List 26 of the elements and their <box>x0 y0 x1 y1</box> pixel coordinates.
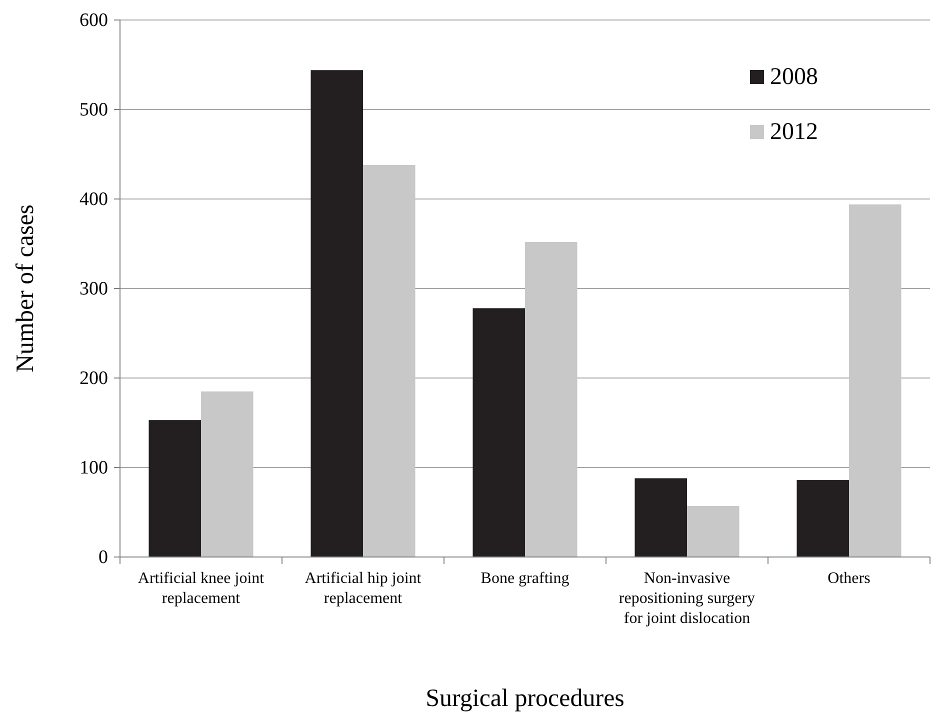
x-tick-label: Bone grafting <box>480 570 570 587</box>
bar <box>796 480 849 557</box>
bar <box>687 506 740 557</box>
x-axis-title: Surgical procedures <box>426 685 624 712</box>
y-axis-title: Number of cases <box>12 204 39 372</box>
x-tick-label: Others <box>828 570 870 587</box>
bar <box>363 164 416 557</box>
bar <box>148 420 201 557</box>
y-tick-label: 600 <box>80 10 108 32</box>
y-tick-label: 300 <box>80 278 108 300</box>
bar <box>310 70 363 557</box>
y-tick-label: 400 <box>80 189 108 210</box>
y-tick-label: 200 <box>80 368 108 390</box>
x-tick-label: Artificial knee joint replacement <box>138 570 265 607</box>
y-tick-label: 100 <box>80 458 108 479</box>
bar <box>634 478 687 557</box>
legend-label: 2008 <box>770 64 818 90</box>
y-tick-label: 0 <box>98 547 108 568</box>
x-tick-label: Non-invasive repositioning surgery for joint dislocation <box>618 570 756 627</box>
bar <box>472 308 525 557</box>
x-tick-label: Artificial hip joint replacement <box>304 570 422 607</box>
bar <box>849 204 902 557</box>
bar <box>201 391 254 557</box>
legend-label: 2012 <box>770 119 818 145</box>
bar <box>525 242 578 557</box>
y-tick-label: 500 <box>80 100 108 121</box>
